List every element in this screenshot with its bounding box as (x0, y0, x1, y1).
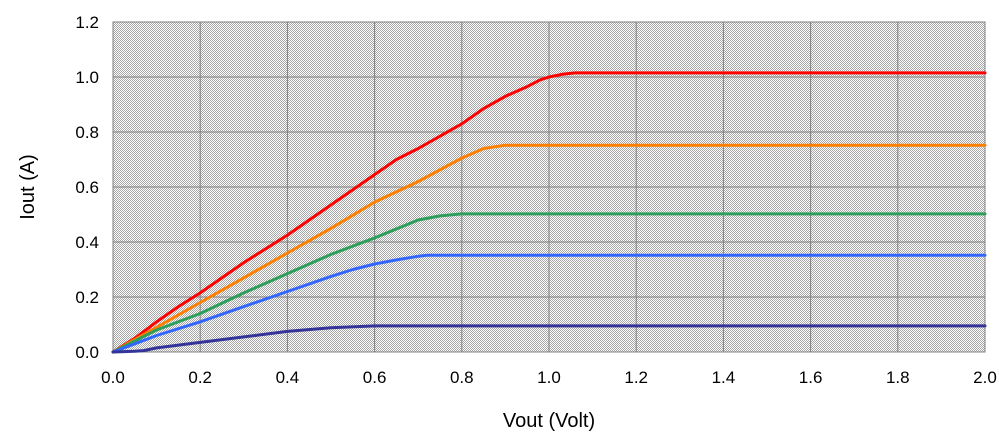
y-axis-title: Iout (A) (17, 154, 39, 220)
series-lines (111, 71, 987, 354)
x-tick-label: 1.8 (886, 368, 910, 387)
series-line-4 (111, 253, 987, 354)
x-tick-label: 1.2 (624, 368, 648, 387)
x-tick-label: 2.0 (973, 368, 997, 387)
x-tick-label: 0.8 (450, 368, 474, 387)
x-tick-label: 0.6 (363, 368, 387, 387)
x-tick-label: 0.4 (276, 368, 300, 387)
y-tick-label: 1.0 (75, 68, 99, 87)
x-tick-label: 0.2 (188, 368, 212, 387)
y-tick-labels: 0.0 0.2 0.4 0.6 0.8 1.0 1.2 (75, 13, 99, 362)
y-tick-label: 0.4 (75, 233, 99, 252)
y-tick-label: 0.8 (75, 123, 99, 142)
plot-frame (112, 21, 986, 353)
series-line-5 (111, 324, 987, 354)
x-tick-label: 1.4 (712, 368, 736, 387)
y-tick-label: 0.6 (75, 178, 99, 197)
series-line-2 (111, 143, 987, 354)
x-tick-label: 1.0 (537, 368, 561, 387)
series-line-1 (111, 71, 987, 354)
series-line-3 (111, 212, 987, 354)
x-tick-label: 0.0 (101, 368, 125, 387)
x-tick-labels: 0.0 0.2 0.4 0.6 0.8 1.0 1.2 1.4 1.6 1.8 2.0 (101, 368, 997, 387)
y-tick-label: 1.2 (75, 13, 99, 32)
y-tick-label: 0.0 (75, 343, 99, 362)
y-tick-label: 0.2 (75, 288, 99, 307)
x-tick-label: 1.6 (799, 368, 823, 387)
x-axis-title: Vout (Volt) (503, 410, 595, 432)
